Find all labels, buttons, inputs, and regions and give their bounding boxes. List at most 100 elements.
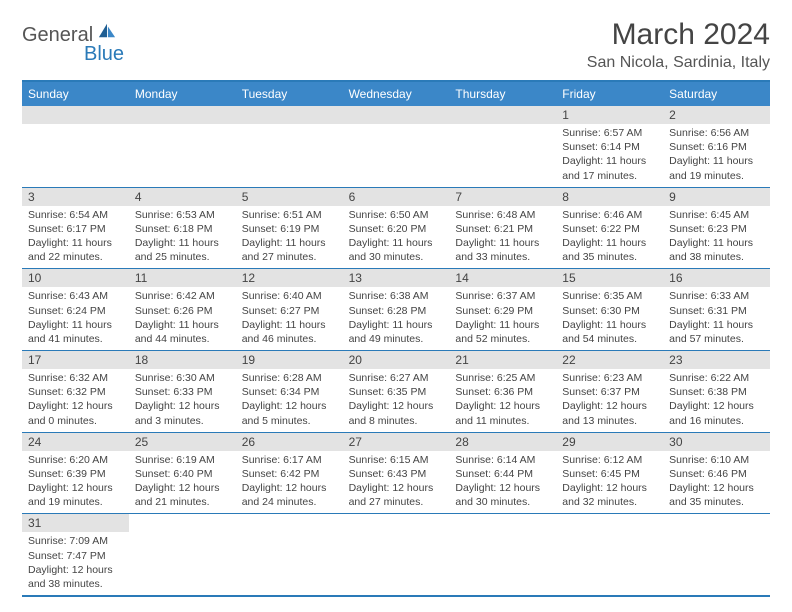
day-header-saturday: Saturday — [663, 82, 770, 106]
title-block: March 2024 San Nicola, Sardinia, Italy — [587, 18, 770, 72]
day-header-monday: Monday — [129, 82, 236, 106]
day-header-tuesday: Tuesday — [236, 82, 343, 106]
day-body: Sunrise: 6:14 AMSunset: 6:44 PMDaylight:… — [449, 451, 556, 514]
day-cell: 26Sunrise: 6:17 AMSunset: 6:42 PMDayligh… — [236, 433, 343, 514]
day-cell: 5Sunrise: 6:51 AMSunset: 6:19 PMDaylight… — [236, 188, 343, 269]
day-number: 29 — [556, 433, 663, 451]
day-number: 26 — [236, 433, 343, 451]
day-header-sunday: Sunday — [22, 82, 129, 106]
day-number — [236, 106, 343, 124]
day-body: Sunrise: 6:50 AMSunset: 6:20 PMDaylight:… — [343, 206, 450, 269]
day-body: Sunrise: 6:51 AMSunset: 6:19 PMDaylight:… — [236, 206, 343, 269]
day-body: Sunrise: 6:28 AMSunset: 6:34 PMDaylight:… — [236, 369, 343, 432]
empty-cell — [22, 106, 129, 187]
day-cell: 21Sunrise: 6:25 AMSunset: 6:36 PMDayligh… — [449, 351, 556, 432]
day-body: Sunrise: 6:53 AMSunset: 6:18 PMDaylight:… — [129, 206, 236, 269]
day-number: 31 — [22, 514, 129, 532]
day-body: Sunrise: 6:35 AMSunset: 6:30 PMDaylight:… — [556, 287, 663, 350]
day-number: 6 — [343, 188, 450, 206]
day-body: Sunrise: 6:46 AMSunset: 6:22 PMDaylight:… — [556, 206, 663, 269]
week-row: 24Sunrise: 6:20 AMSunset: 6:39 PMDayligh… — [22, 433, 770, 515]
day-cell: 10Sunrise: 6:43 AMSunset: 6:24 PMDayligh… — [22, 269, 129, 350]
day-number: 13 — [343, 269, 450, 287]
day-number: 22 — [556, 351, 663, 369]
day-number — [22, 106, 129, 124]
day-number: 3 — [22, 188, 129, 206]
day-body: Sunrise: 6:12 AMSunset: 6:45 PMDaylight:… — [556, 451, 663, 514]
day-cell: 4Sunrise: 6:53 AMSunset: 6:18 PMDaylight… — [129, 188, 236, 269]
day-number: 18 — [129, 351, 236, 369]
day-number: 8 — [556, 188, 663, 206]
day-cell: 18Sunrise: 6:30 AMSunset: 6:33 PMDayligh… — [129, 351, 236, 432]
day-number: 20 — [343, 351, 450, 369]
empty-cell — [236, 106, 343, 187]
day-number — [129, 106, 236, 124]
day-number: 30 — [663, 433, 770, 451]
day-cell: 22Sunrise: 6:23 AMSunset: 6:37 PMDayligh… — [556, 351, 663, 432]
day-body: Sunrise: 6:15 AMSunset: 6:43 PMDaylight:… — [343, 451, 450, 514]
day-body: Sunrise: 6:42 AMSunset: 6:26 PMDaylight:… — [129, 287, 236, 350]
day-cell: 17Sunrise: 6:32 AMSunset: 6:32 PMDayligh… — [22, 351, 129, 432]
day-cell: 7Sunrise: 6:48 AMSunset: 6:21 PMDaylight… — [449, 188, 556, 269]
empty-cell — [343, 514, 450, 595]
logo-text-blue: Blue — [84, 43, 124, 66]
logo: GeneralBlue — [22, 18, 132, 66]
day-cell: 23Sunrise: 6:22 AMSunset: 6:38 PMDayligh… — [663, 351, 770, 432]
day-cell: 16Sunrise: 6:33 AMSunset: 6:31 PMDayligh… — [663, 269, 770, 350]
day-body: Sunrise: 6:17 AMSunset: 6:42 PMDaylight:… — [236, 451, 343, 514]
week-row: 3Sunrise: 6:54 AMSunset: 6:17 PMDaylight… — [22, 188, 770, 270]
logo-text-general: General — [22, 24, 93, 47]
day-body: Sunrise: 6:54 AMSunset: 6:17 PMDaylight:… — [22, 206, 129, 269]
day-body: Sunrise: 6:30 AMSunset: 6:33 PMDaylight:… — [129, 369, 236, 432]
day-cell: 6Sunrise: 6:50 AMSunset: 6:20 PMDaylight… — [343, 188, 450, 269]
empty-cell — [343, 106, 450, 187]
day-cell: 9Sunrise: 6:45 AMSunset: 6:23 PMDaylight… — [663, 188, 770, 269]
day-number: 25 — [129, 433, 236, 451]
day-cell: 1Sunrise: 6:57 AMSunset: 6:14 PMDaylight… — [556, 106, 663, 187]
day-number: 5 — [236, 188, 343, 206]
day-number: 28 — [449, 433, 556, 451]
day-body: Sunrise: 6:33 AMSunset: 6:31 PMDaylight:… — [663, 287, 770, 350]
day-cell: 15Sunrise: 6:35 AMSunset: 6:30 PMDayligh… — [556, 269, 663, 350]
day-header-friday: Friday — [556, 82, 663, 106]
week-row: 1Sunrise: 6:57 AMSunset: 6:14 PMDaylight… — [22, 106, 770, 188]
day-number — [129, 514, 236, 532]
day-number: 21 — [449, 351, 556, 369]
day-number: 24 — [22, 433, 129, 451]
day-number — [343, 514, 450, 532]
empty-cell — [449, 514, 556, 595]
day-cell: 11Sunrise: 6:42 AMSunset: 6:26 PMDayligh… — [129, 269, 236, 350]
day-cell: 13Sunrise: 6:38 AMSunset: 6:28 PMDayligh… — [343, 269, 450, 350]
day-body: Sunrise: 6:48 AMSunset: 6:21 PMDaylight:… — [449, 206, 556, 269]
week-row: 31Sunrise: 7:09 AMSunset: 7:47 PMDayligh… — [22, 514, 770, 595]
day-body: Sunrise: 6:45 AMSunset: 6:23 PMDaylight:… — [663, 206, 770, 269]
day-number: 27 — [343, 433, 450, 451]
day-header-row: SundayMondayTuesdayWednesdayThursdayFrid… — [22, 82, 770, 106]
empty-cell — [129, 106, 236, 187]
day-cell: 28Sunrise: 6:14 AMSunset: 6:44 PMDayligh… — [449, 433, 556, 514]
sail-icon — [97, 22, 117, 45]
empty-cell — [449, 106, 556, 187]
day-number: 2 — [663, 106, 770, 124]
day-number: 19 — [236, 351, 343, 369]
day-body: Sunrise: 6:20 AMSunset: 6:39 PMDaylight:… — [22, 451, 129, 514]
day-number — [236, 514, 343, 532]
calendar: SundayMondayTuesdayWednesdayThursdayFrid… — [22, 80, 770, 597]
day-cell: 27Sunrise: 6:15 AMSunset: 6:43 PMDayligh… — [343, 433, 450, 514]
day-cell: 25Sunrise: 6:19 AMSunset: 6:40 PMDayligh… — [129, 433, 236, 514]
day-number: 4 — [129, 188, 236, 206]
day-body: Sunrise: 6:27 AMSunset: 6:35 PMDaylight:… — [343, 369, 450, 432]
day-number: 15 — [556, 269, 663, 287]
day-cell: 29Sunrise: 6:12 AMSunset: 6:45 PMDayligh… — [556, 433, 663, 514]
day-cell: 14Sunrise: 6:37 AMSunset: 6:29 PMDayligh… — [449, 269, 556, 350]
month-title: March 2024 — [587, 18, 770, 52]
day-number: 11 — [129, 269, 236, 287]
day-body: Sunrise: 7:09 AMSunset: 7:47 PMDaylight:… — [22, 532, 129, 595]
day-cell: 20Sunrise: 6:27 AMSunset: 6:35 PMDayligh… — [343, 351, 450, 432]
location: San Nicola, Sardinia, Italy — [587, 54, 770, 72]
day-body: Sunrise: 6:25 AMSunset: 6:36 PMDaylight:… — [449, 369, 556, 432]
day-body: Sunrise: 6:57 AMSunset: 6:14 PMDaylight:… — [556, 124, 663, 187]
empty-cell — [663, 514, 770, 595]
empty-cell — [556, 514, 663, 595]
day-number — [343, 106, 450, 124]
